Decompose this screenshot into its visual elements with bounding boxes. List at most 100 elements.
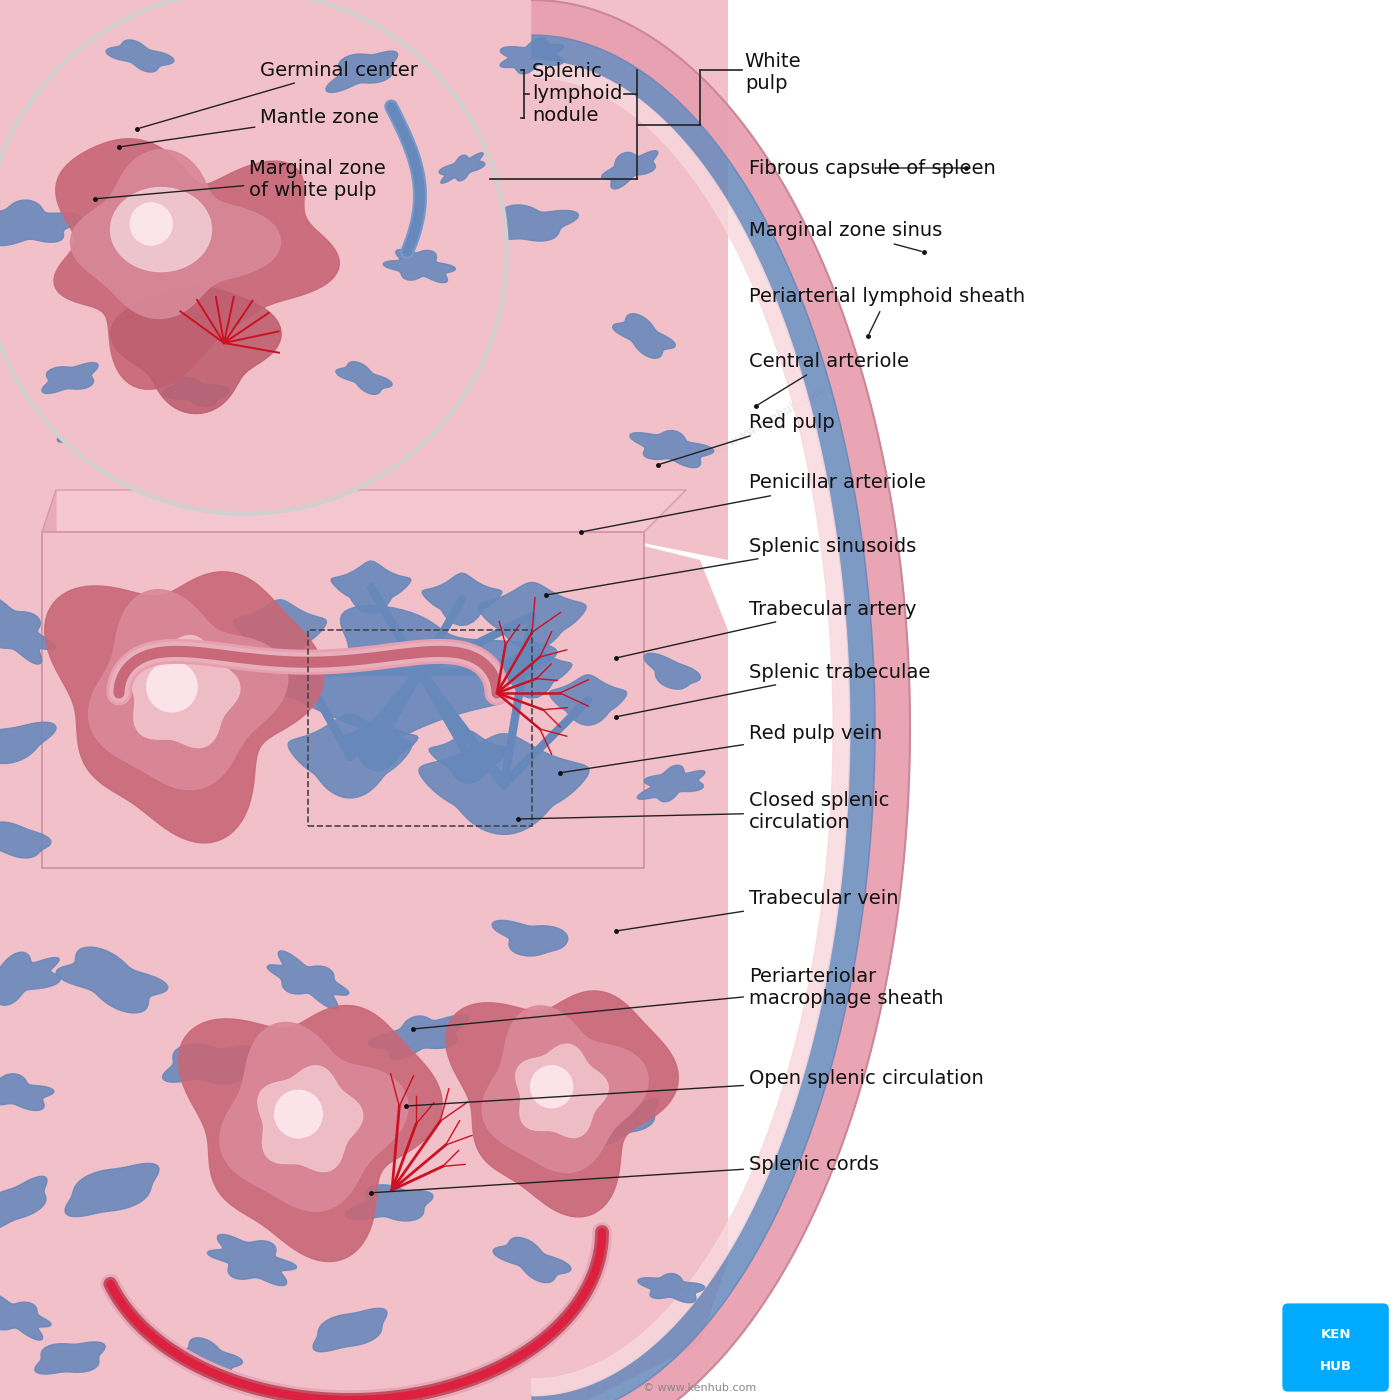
Text: © www.kenhub.com: © www.kenhub.com <box>431 1012 549 1088</box>
Text: Marginal zone
of white pulp: Marginal zone of white pulp <box>98 158 386 200</box>
Polygon shape <box>0 1292 50 1340</box>
Polygon shape <box>176 230 244 274</box>
Text: Periarteriolar
macrophage sheath: Periarteriolar macrophage sheath <box>416 966 944 1029</box>
Text: Trabecular artery: Trabecular artery <box>619 599 917 658</box>
Polygon shape <box>368 1015 469 1060</box>
Text: Marginal zone sinus: Marginal zone sinus <box>749 221 942 251</box>
Polygon shape <box>372 120 462 158</box>
Polygon shape <box>70 150 280 318</box>
Text: Fibrous capsule of spleen: Fibrous capsule of spleen <box>749 158 995 178</box>
Circle shape <box>531 1065 573 1107</box>
Polygon shape <box>532 0 910 1400</box>
Polygon shape <box>490 204 578 241</box>
Polygon shape <box>326 52 398 92</box>
Polygon shape <box>515 1044 608 1138</box>
Polygon shape <box>111 188 211 272</box>
Polygon shape <box>129 636 239 748</box>
Text: Splenic sinusoids: Splenic sinusoids <box>549 536 916 595</box>
Polygon shape <box>493 645 573 699</box>
Polygon shape <box>178 1338 242 1378</box>
Polygon shape <box>0 1074 53 1110</box>
Polygon shape <box>500 38 564 74</box>
Polygon shape <box>283 606 557 738</box>
Polygon shape <box>0 200 83 245</box>
Polygon shape <box>477 582 587 650</box>
Text: Splenic trabeculae: Splenic trabeculae <box>619 662 931 717</box>
Text: White
pulp: White pulp <box>745 52 801 94</box>
Polygon shape <box>419 734 589 834</box>
Polygon shape <box>346 1184 433 1221</box>
Text: Closed splenic
circulation: Closed splenic circulation <box>521 791 889 833</box>
Text: Splenic cords: Splenic cords <box>374 1155 879 1193</box>
Polygon shape <box>0 822 50 858</box>
Text: © www.kenhub.com: © www.kenhub.com <box>151 662 269 738</box>
Polygon shape <box>423 573 503 626</box>
Polygon shape <box>339 718 419 771</box>
Circle shape <box>0 0 504 511</box>
Polygon shape <box>0 532 728 1400</box>
Polygon shape <box>178 1005 442 1261</box>
Circle shape <box>130 203 172 245</box>
Text: © www.kenhub.com: © www.kenhub.com <box>644 1383 756 1393</box>
Polygon shape <box>532 35 875 1400</box>
Polygon shape <box>18 276 122 340</box>
Polygon shape <box>0 1176 48 1232</box>
Text: KEN: KEN <box>1320 1327 1351 1341</box>
Text: © www.kenhub.com: © www.kenhub.com <box>711 382 829 458</box>
Polygon shape <box>288 714 412 798</box>
Text: Red pulp: Red pulp <box>661 413 834 463</box>
Text: Trabecular vein: Trabecular vein <box>619 889 899 931</box>
Circle shape <box>0 0 508 515</box>
Polygon shape <box>55 139 339 389</box>
Bar <box>42 532 644 868</box>
FancyBboxPatch shape <box>1282 1303 1389 1392</box>
Polygon shape <box>630 431 714 468</box>
Polygon shape <box>482 1007 648 1173</box>
Text: Splenic
lymphoid
nodule: Splenic lymphoid nodule <box>532 62 623 125</box>
Polygon shape <box>42 490 56 868</box>
Polygon shape <box>532 60 850 1396</box>
Polygon shape <box>602 151 658 189</box>
Polygon shape <box>64 1163 160 1217</box>
Polygon shape <box>549 675 627 725</box>
Polygon shape <box>638 1274 704 1303</box>
Polygon shape <box>336 361 392 395</box>
Polygon shape <box>0 952 60 1007</box>
Polygon shape <box>493 1238 571 1282</box>
Text: Mantle zone: Mantle zone <box>122 108 379 147</box>
Polygon shape <box>111 287 281 413</box>
Polygon shape <box>637 766 706 802</box>
Polygon shape <box>314 1308 386 1352</box>
Polygon shape <box>220 1022 407 1211</box>
Polygon shape <box>644 654 700 689</box>
Polygon shape <box>430 731 510 783</box>
Polygon shape <box>267 951 349 1009</box>
Polygon shape <box>35 1343 105 1373</box>
Polygon shape <box>260 48 349 95</box>
Polygon shape <box>106 41 174 71</box>
Polygon shape <box>234 599 326 661</box>
Circle shape <box>147 662 197 713</box>
Polygon shape <box>258 1065 363 1172</box>
Polygon shape <box>207 1235 297 1285</box>
Polygon shape <box>42 363 98 393</box>
Polygon shape <box>0 596 56 664</box>
Polygon shape <box>332 561 412 613</box>
Polygon shape <box>42 490 686 532</box>
Text: Central arteriole: Central arteriole <box>749 351 909 405</box>
Polygon shape <box>0 722 56 763</box>
Bar <box>308 630 532 826</box>
Polygon shape <box>88 589 288 790</box>
Polygon shape <box>613 314 675 358</box>
Polygon shape <box>55 393 141 447</box>
Text: Germinal center: Germinal center <box>140 60 419 127</box>
Polygon shape <box>162 1043 258 1085</box>
Text: Open splenic circulation: Open splenic circulation <box>409 1068 984 1106</box>
Polygon shape <box>255 645 335 699</box>
Polygon shape <box>162 378 230 406</box>
Polygon shape <box>493 920 568 956</box>
Text: Periarterial lymphoid sheath: Periarterial lymphoid sheath <box>749 287 1025 333</box>
Polygon shape <box>143 83 218 118</box>
Polygon shape <box>384 249 455 283</box>
Polygon shape <box>601 1099 658 1144</box>
